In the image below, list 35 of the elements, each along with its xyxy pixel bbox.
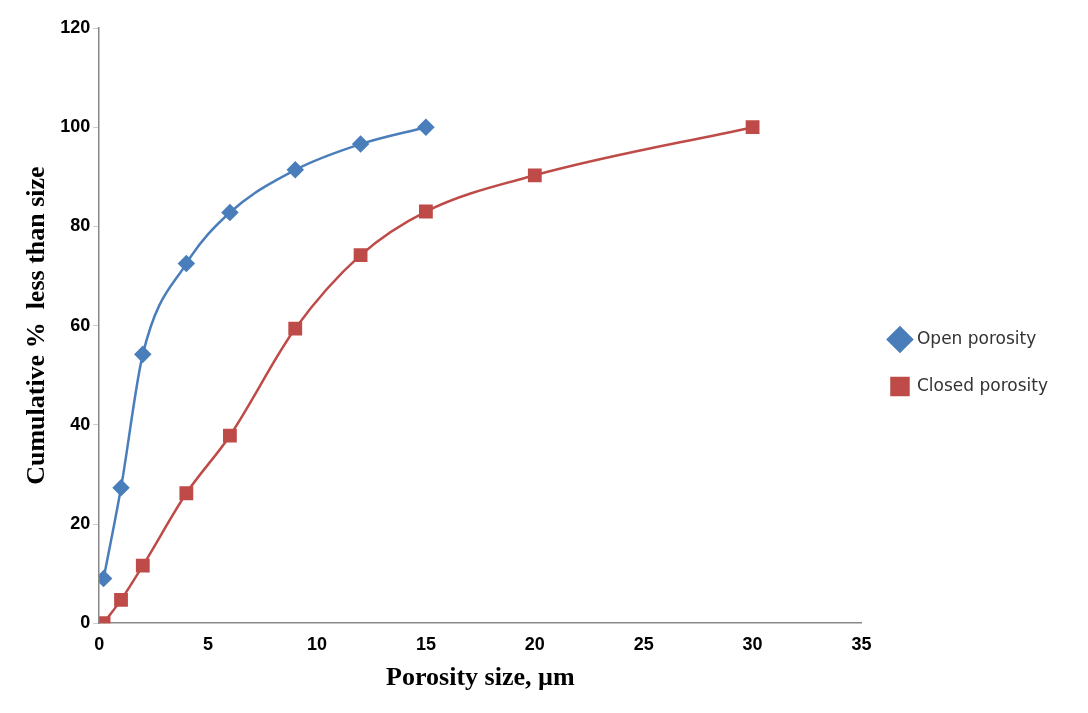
x-tick-label: 0 xyxy=(94,633,105,654)
legend-label: Open porosity xyxy=(916,327,1037,348)
y-tick-label: 20 xyxy=(70,512,91,533)
y-axis-title: Cumulative % less than size xyxy=(21,166,51,485)
y-tick-label: 0 xyxy=(80,612,91,633)
x-tick-label: 10 xyxy=(307,633,328,654)
x-tick-label: 30 xyxy=(742,633,763,654)
point xyxy=(352,135,369,153)
point xyxy=(135,558,150,573)
point xyxy=(419,204,433,219)
point xyxy=(417,118,435,136)
point xyxy=(288,321,303,336)
point xyxy=(134,346,152,363)
point xyxy=(221,204,239,221)
y-tick-label: 60 xyxy=(70,314,91,335)
x-tick-label: 35 xyxy=(851,633,872,654)
point xyxy=(112,479,130,497)
x-tick-label: 25 xyxy=(633,633,654,654)
point xyxy=(527,168,542,183)
point xyxy=(286,161,304,179)
x-axis-title: Porosity size, µm xyxy=(386,662,575,692)
point xyxy=(179,486,194,501)
x-tick-label: 20 xyxy=(524,633,545,654)
x-tick-label: 15 xyxy=(415,633,436,654)
point xyxy=(745,120,760,135)
point xyxy=(178,255,195,272)
legend-label: Closed porosity xyxy=(916,374,1049,395)
y-tick-label: 80 xyxy=(70,215,91,236)
x-tick-label: 5 xyxy=(203,633,214,654)
point xyxy=(114,592,128,607)
y-tick-label: 40 xyxy=(70,413,91,434)
y-tick-label: 100 xyxy=(60,116,91,137)
point xyxy=(223,428,237,443)
point xyxy=(353,248,368,263)
y-tick-label: 120 xyxy=(60,16,91,37)
